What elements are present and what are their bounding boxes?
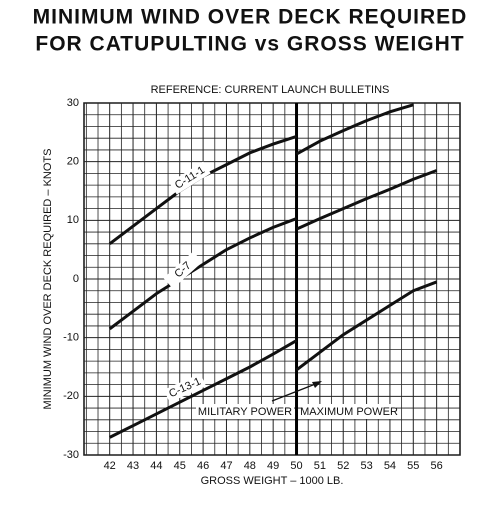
x-tick-label: 49 <box>267 460 279 472</box>
y-tick-label: 10 <box>67 214 79 226</box>
y-tick-label: 20 <box>67 156 79 168</box>
y-axis-label: MINIMUM WIND OVER DECK REQUIRED – KNOTS <box>42 149 54 410</box>
x-tick-label: 42 <box>104 460 116 472</box>
label-bg <box>169 161 211 195</box>
series-line <box>108 169 438 331</box>
x-tick-label: 51 <box>314 460 326 472</box>
label-bg <box>302 404 396 419</box>
arrow <box>271 382 319 402</box>
chart-title: MINIMUM WIND OVER DECK REQUIRED <box>33 6 468 29</box>
x-tick-label: 50 <box>290 460 302 472</box>
x-tick-label: 43 <box>127 460 139 472</box>
label-bg <box>163 373 207 403</box>
x-tick-label: 56 <box>431 460 443 472</box>
annotation: MAXIMUM POWER <box>300 406 398 418</box>
y-tick-label: -20 <box>63 390 79 402</box>
arrow-head <box>312 381 322 388</box>
annotation: MILITARY POWER <box>198 406 292 418</box>
x-tick-label: 48 <box>244 460 256 472</box>
label-bg <box>163 251 203 289</box>
chart-title: FOR CATUPULTING vs GROSS WEIGHT <box>35 33 464 56</box>
x-tick-label: 46 <box>197 460 209 472</box>
series-line <box>109 280 438 439</box>
x-tick-label: 52 <box>337 460 349 472</box>
x-tick-label: 44 <box>150 460 162 472</box>
y-tick-label: 0 <box>73 273 79 285</box>
y-tick-label: 30 <box>67 97 79 109</box>
chart-subtitle: REFERENCE: CURRENT LAUNCH BULLETINS <box>151 84 390 96</box>
x-tick-label: 55 <box>407 460 419 472</box>
grid: 42 43 44 45 46 47 48 49 50 51 52 53 54 55 56 -30 -20 -10 0… <box>63 97 461 472</box>
marks: C-11-1C-7C-13-1 <box>108 103 438 455</box>
x-tick-label: 45 <box>174 460 186 472</box>
y-tick-label: -10 <box>63 332 79 344</box>
x-tick-label: 54 <box>384 460 396 472</box>
x-tick-label: 53 <box>360 460 372 472</box>
label-bg <box>196 404 294 419</box>
y-tick-label: -30 <box>63 449 79 461</box>
x-axis-label: GROSS WEIGHT – 1000 LB. <box>201 475 344 487</box>
x-tick-label: 47 <box>220 460 232 472</box>
